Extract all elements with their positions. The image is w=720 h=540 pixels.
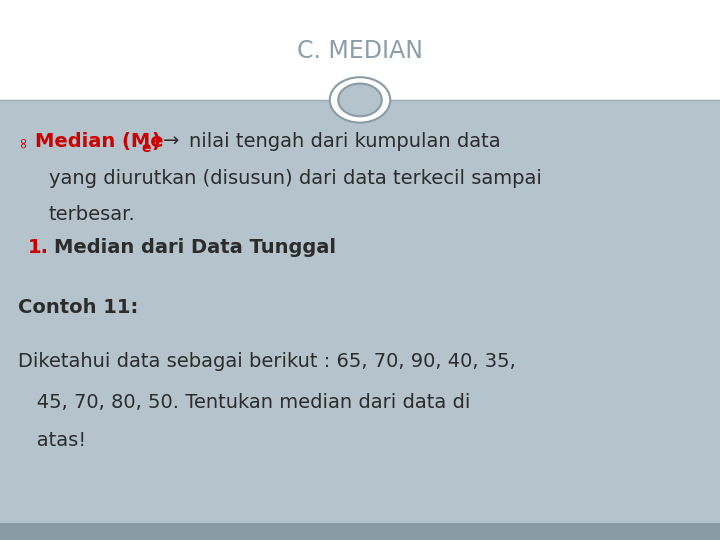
- Text: 1.: 1.: [27, 239, 48, 258]
- Text: →: →: [163, 132, 179, 151]
- Text: Diketahui data sebagai berikut : 65, 70, 90, 40, 35,: Diketahui data sebagai berikut : 65, 70,…: [18, 352, 516, 372]
- Text: nilai tengah dari kumpulan data: nilai tengah dari kumpulan data: [189, 132, 501, 151]
- Text: yang diurutkan (disusun) dari data terkecil sampai: yang diurutkan (disusun) dari data terke…: [49, 168, 542, 188]
- Text: ): ): [152, 132, 161, 151]
- Text: Median dari Data Tunggal: Median dari Data Tunggal: [54, 239, 336, 258]
- Bar: [0, 100, 720, 540]
- Text: Median (Me: Median (Me: [35, 132, 163, 151]
- Text: terbesar.: terbesar.: [49, 205, 135, 225]
- Bar: [0, 523, 720, 540]
- Circle shape: [330, 77, 390, 123]
- Text: e: e: [141, 141, 150, 155]
- Text: 45, 70, 80, 50. Tentukan median dari data di: 45, 70, 80, 50. Tentukan median dari dat…: [18, 393, 470, 412]
- Text: C. MEDIAN: C. MEDIAN: [297, 39, 423, 63]
- Text: Contoh 11:: Contoh 11:: [18, 298, 138, 318]
- Text: ∞: ∞: [16, 135, 31, 148]
- Circle shape: [338, 84, 382, 116]
- Text: atas!: atas!: [18, 430, 86, 450]
